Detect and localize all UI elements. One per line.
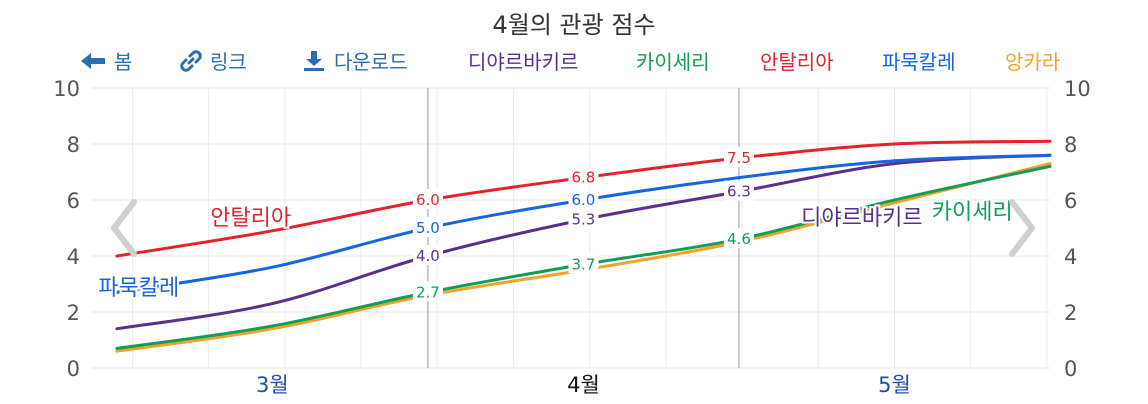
- chart-title: 4월의 관광 점수: [492, 11, 656, 39]
- chevron-left-icon: [111, 199, 137, 257]
- series-annotation: 안탈리아: [210, 206, 291, 231]
- data-label: 3.7: [572, 255, 596, 273]
- data-label: 4.0: [416, 247, 440, 265]
- next-arrow[interactable]: [1004, 198, 1040, 258]
- legend-item-ankara[interactable]: 앙카라: [1005, 46, 1060, 75]
- legend-label: 카이세리: [636, 50, 710, 74]
- legend-item-kayseri[interactable]: 카이세리: [636, 46, 710, 75]
- y-tick-label-left: 0: [67, 357, 80, 381]
- y-tick-label-right: 4: [1064, 245, 1077, 269]
- link-button[interactable]: 링크: [180, 46, 247, 75]
- y-tick-label-left: 2: [67, 301, 80, 325]
- legend-label: 안탈리아: [760, 50, 834, 74]
- y-tick-label-right: 6: [1064, 189, 1077, 213]
- data-label: 6.0: [416, 191, 440, 209]
- data-label-bg: [568, 166, 599, 187]
- link-label: 링크: [210, 50, 247, 74]
- y-tick-label-right: 0: [1064, 357, 1077, 381]
- home-button[interactable]: 봄: [80, 46, 132, 75]
- data-label: 6.3: [727, 183, 751, 201]
- y-tick-label-left: 8: [67, 133, 80, 157]
- data-label-bg: [568, 189, 599, 209]
- download-button[interactable]: 다운로드: [302, 46, 408, 75]
- data-label: 6.0: [572, 191, 596, 209]
- series-annotation: 디야르바키르: [801, 206, 922, 231]
- data-label-bg: [412, 217, 443, 237]
- download-label: 다운로드: [334, 50, 408, 74]
- data-label-bg: [568, 253, 599, 274]
- y-tick-label-right: 2: [1064, 301, 1077, 325]
- data-label-bg: [568, 208, 599, 229]
- home-label: 봄: [114, 50, 133, 74]
- legend-item-pamukkale[interactable]: 파묵칼레: [882, 46, 956, 75]
- data-label: 4.6: [727, 230, 751, 248]
- legend-item-antalya[interactable]: 안탈리아: [760, 46, 834, 75]
- download-icon: [304, 50, 324, 71]
- data-label: 6.8: [572, 169, 596, 187]
- data-label-bg: [412, 245, 443, 265]
- y-tick-label-right: 10: [1064, 77, 1091, 101]
- legend-item-diyarbakir[interactable]: 디야르바키르: [468, 46, 578, 75]
- y-tick-label-left: 10: [53, 77, 80, 101]
- link-icon: [180, 49, 202, 72]
- previous-arrow[interactable]: [106, 198, 142, 258]
- data-label-bg: [723, 180, 754, 201]
- y-tick-label-right: 8: [1064, 133, 1077, 157]
- data-label: 5.3: [572, 211, 596, 229]
- legend-label: 파묵칼레: [882, 50, 956, 74]
- chevron-right-icon: [1009, 199, 1035, 257]
- data-label-bg: [723, 147, 754, 167]
- legend-label: 앙카라: [1005, 50, 1061, 74]
- data-label-bg: [412, 281, 443, 302]
- y-tick-label-left: 4: [67, 245, 80, 269]
- x-tick-label: 5월: [878, 373, 911, 397]
- y-tick-label-left: 6: [67, 189, 80, 213]
- data-label: 2.7: [416, 283, 440, 301]
- series-annotation: 카이세리: [932, 200, 1013, 225]
- x-tick-label: 4월: [567, 373, 600, 397]
- arrow-left-icon: [81, 52, 105, 69]
- data-label-bg: [412, 189, 443, 209]
- data-label: 7.5: [727, 149, 751, 167]
- data-label-bg: [723, 228, 754, 249]
- data-label: 5.0: [416, 219, 440, 237]
- series-annotation: 파묵칼레: [98, 276, 179, 301]
- legend-label: 디야르바키르: [468, 50, 579, 74]
- x-tick-label: 3월: [256, 373, 289, 397]
